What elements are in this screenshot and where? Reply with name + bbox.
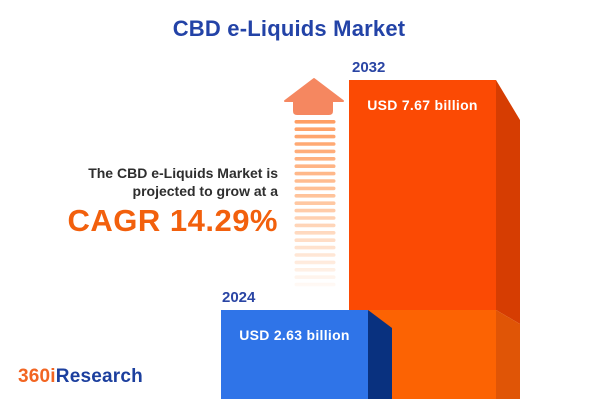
growth-arrow-head-icon [284,78,344,115]
growth-arrow-stripe [294,194,336,198]
tagline-line2: projected to grow at a [132,183,278,199]
growth-arrow-stripe [294,127,336,131]
bar-2024-side [368,310,392,399]
year-label-2024: 2024 [222,289,256,306]
bar-2024 [221,310,392,399]
logo-prefix: 360i [18,366,56,387]
cagr-value: CAGR 14.29% [67,203,278,238]
growth-arrow-stripe [294,253,336,257]
growth-arrow-stripe [294,142,336,146]
logo-suffix: Research [55,366,143,387]
growth-arrow-stripe [294,149,336,154]
bar-value-2024: USD 2.63 billion [239,327,350,343]
growth-arrow-stripe [294,223,336,228]
growth-arrow-stripe [294,208,336,213]
growth-arrow-stripes [294,120,336,287]
page-title: CBD e-Liquids Market [172,16,406,41]
bar-2032-front-top [349,80,496,310]
growth-arrow-stripe [294,275,336,279]
growth-arrow-stripe [294,282,336,287]
brand-logo: 360iResearch [18,366,143,388]
bar-value-2032: USD 7.67 billion [367,97,478,113]
growth-arrow-stripe [294,179,336,183]
growth-arrow-stripe [294,216,336,220]
bar-2032-side-top [496,80,520,324]
tagline-line1: The CBD e-Liquids Market is [88,165,278,181]
growth-arrow-stripe [294,157,336,161]
growth-arrow-stripe [294,134,336,139]
growth-arrow-stripe [294,268,336,272]
growth-arrow-stripe [294,260,336,265]
bar-2032-side-bottom [496,310,520,399]
growth-arrow-stripe [294,120,336,124]
bar-2024-front [221,310,368,399]
growth-arrow-stripe [294,245,336,250]
growth-arrow-stripe [294,238,336,242]
growth-arrow-stripe [294,201,336,205]
year-label-2032: 2032 [352,59,386,76]
growth-arrow-stripe [294,186,336,191]
growth-arrow-stripe [294,231,336,235]
growth-arrow-stripe [294,164,336,168]
growth-arrow-stripe [294,171,336,176]
tagline-block: The CBD e-Liquids Market is projected to… [0,164,278,239]
